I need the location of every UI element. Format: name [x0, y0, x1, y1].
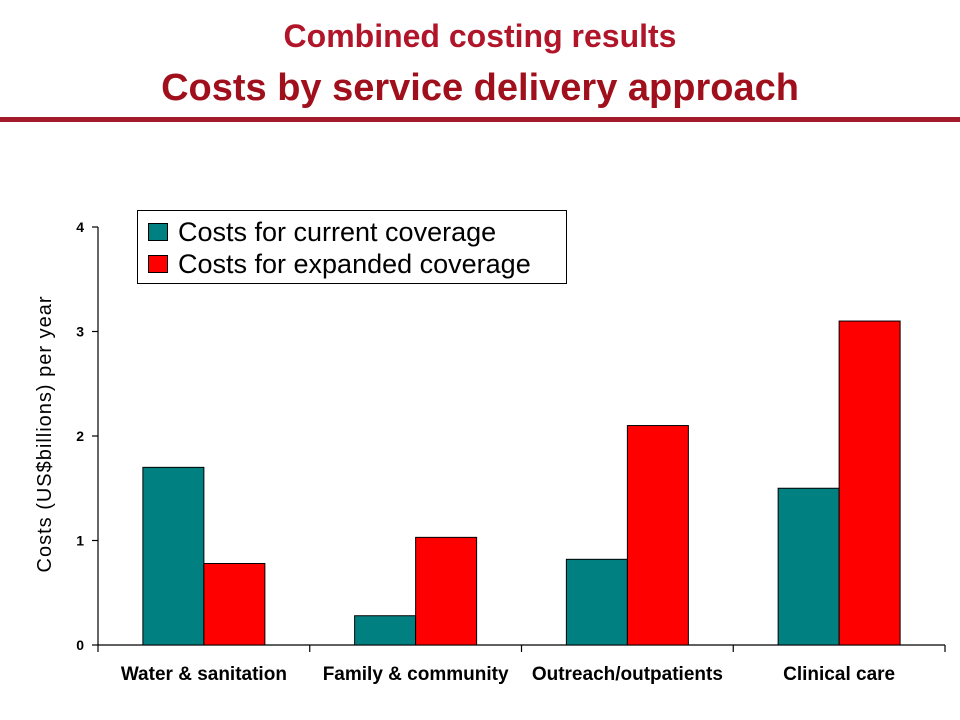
y-tick-label: 3 — [76, 324, 84, 340]
legend-label-expanded: Costs for expanded coverage — [178, 249, 531, 279]
y-tick-label: 2 — [76, 428, 84, 444]
legend-swatch-current — [148, 223, 168, 241]
chart-title: Combined costing results — [283, 18, 677, 54]
bar-expanded-coverage — [838, 320, 901, 646]
chart-subtitle: Costs by service delivery approach — [161, 67, 799, 109]
bar-current-coverage — [777, 487, 840, 646]
y-tick-label: 1 — [76, 533, 84, 549]
legend-label-current: Costs for current coverage — [178, 217, 497, 247]
chart-legend: Costs for current coverage Costs for exp… — [137, 210, 567, 284]
legend-item-current: Costs for current coverage — [148, 217, 496, 247]
bar-current-coverage — [142, 466, 205, 646]
legend-swatch-expanded — [148, 255, 168, 273]
legend-item-expanded: Costs for expanded coverage — [148, 249, 531, 279]
x-tick-label: Water & sanitation — [121, 664, 287, 685]
bar-expanded-coverage — [626, 425, 689, 646]
bar-expanded-coverage — [203, 562, 266, 646]
x-tick-label: Outreach/outpatients — [532, 664, 723, 685]
x-tick-label: Clinical care — [783, 664, 895, 685]
x-tick-label: Family & community — [323, 664, 509, 685]
title-divider — [0, 117, 960, 122]
y-axis-label: Costs (US$billions) per year — [34, 296, 56, 573]
bar-current-coverage — [354, 615, 417, 646]
y-tick-label: 0 — [76, 637, 84, 653]
y-tick-label: 4 — [76, 219, 84, 235]
bar-expanded-coverage — [415, 536, 478, 646]
bar-current-coverage — [565, 558, 628, 646]
